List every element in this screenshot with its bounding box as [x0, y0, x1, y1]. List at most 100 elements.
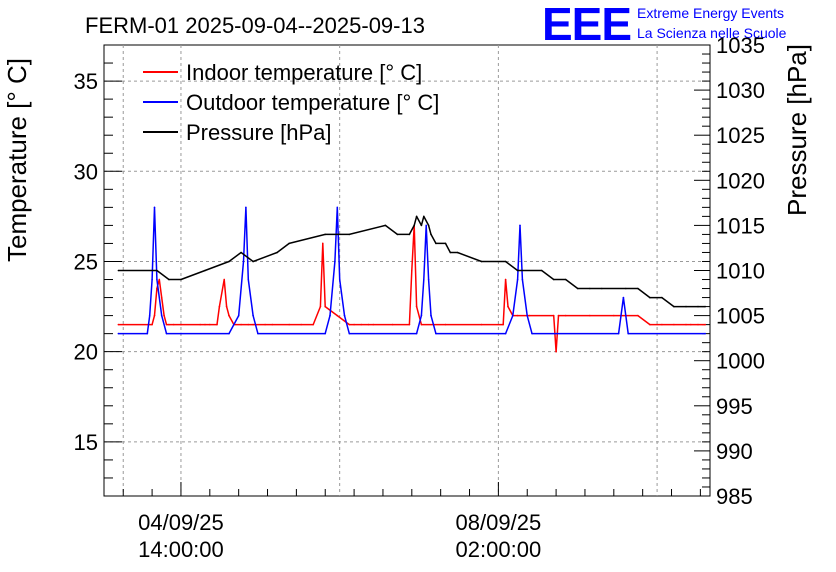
data-point-pressure [413, 224, 416, 227]
right-axis-tick-label: 1005 [716, 304, 765, 329]
data-point-outdoor [245, 206, 247, 209]
data-point-outdoor [516, 278, 519, 281]
data-point-indoor [324, 305, 327, 308]
data-point-outdoor [617, 332, 620, 335]
data-point-outdoor [420, 314, 423, 317]
data-point-indoor [613, 314, 615, 317]
data-point-pressure [430, 233, 432, 236]
right-axis-tick-label: 1000 [716, 349, 765, 374]
data-point-pressure [156, 269, 158, 272]
data-point-pressure [589, 287, 591, 290]
data-point-pressure [420, 224, 423, 227]
data-point-indoor [348, 323, 351, 326]
right-axis-tick-label: 990 [716, 439, 753, 464]
data-point-indoor [240, 323, 242, 326]
data-point-outdoor [435, 332, 437, 335]
data-point-indoor [552, 314, 555, 317]
data-point-indoor [336, 314, 339, 317]
data-point-indoor [180, 323, 182, 326]
time-axis-time-label: 02:00:00 [456, 537, 542, 562]
data-point-pressure [252, 260, 254, 263]
right-axis-tick-label: 1025 [716, 123, 765, 148]
series-layer [117, 206, 706, 353]
data-point-indoor [690, 323, 692, 326]
data-point-pressure [564, 278, 567, 281]
data-point-indoor [444, 323, 447, 326]
data-point-indoor [300, 323, 303, 326]
left-axis-tick-label: 20 [74, 340, 98, 365]
time-axis-date-label: 08/09/25 [456, 510, 542, 535]
data-point-outdoor [423, 278, 425, 281]
data-point-pressure [324, 233, 327, 236]
data-point-pressure [673, 305, 675, 308]
data-point-outdoor [160, 314, 163, 317]
left-axis-tick-label: 35 [74, 69, 98, 94]
chart-title: FERM-01 2025-09-04--2025-09-13 [85, 13, 425, 38]
data-point-indoor [507, 305, 509, 308]
data-point-indoor [225, 305, 228, 308]
data-point-indoor [247, 323, 250, 326]
data-point-outdoor [151, 278, 153, 281]
data-point-outdoor [427, 278, 430, 281]
data-point-outdoor [324, 332, 327, 335]
data-point-outdoor [237, 314, 240, 317]
data-point-indoor [685, 323, 687, 326]
legend-label-pressure: Pressure [hPa] [186, 120, 332, 145]
data-point-indoor [288, 323, 291, 326]
eee-logo: EEE Extreme Energy Events La Scienza nel… [542, 0, 787, 50]
eee-logo-line2: La Scienza nelle Scuole [637, 25, 787, 41]
data-point-outdoor [117, 332, 120, 335]
grid [104, 45, 710, 496]
data-point-pressure [435, 242, 437, 245]
data-point-indoor [480, 323, 483, 326]
data-point-outdoor [704, 332, 706, 335]
data-point-outdoor [153, 206, 156, 209]
data-point-pressure [180, 278, 182, 281]
data-point-pressure [697, 305, 699, 308]
data-point-indoor [271, 323, 274, 326]
data-point-indoor [165, 323, 168, 326]
data-point-indoor [252, 323, 254, 326]
data-point-outdoor [415, 332, 418, 335]
data-point-outdoor [622, 296, 625, 299]
data-point-indoor [160, 296, 163, 299]
right-axis-title: Pressure [hPa] [782, 44, 812, 216]
data-point-indoor [216, 323, 218, 326]
data-point-indoor [117, 323, 120, 326]
data-point-outdoor [526, 314, 528, 317]
right-axis-tick-label: 1030 [716, 78, 765, 103]
data-point-outdoor [336, 206, 339, 209]
series-line-pressure [118, 215, 706, 308]
data-point-indoor [704, 323, 706, 326]
data-point-indoor [661, 323, 663, 326]
eee-logo-mark: EEE [542, 0, 631, 50]
data-point-pressure [427, 224, 430, 227]
data-point-outdoor [228, 332, 230, 335]
data-point-indoor [158, 278, 161, 281]
data-point-pressure [384, 224, 387, 227]
data-point-indoor [408, 323, 411, 326]
data-point-outdoor [521, 278, 524, 281]
data-point-pressure [649, 296, 651, 299]
data-point-outdoor [338, 278, 341, 281]
data-point-outdoor [343, 314, 346, 317]
data-point-indoor [168, 323, 170, 326]
data-point-pressure [348, 233, 351, 236]
data-point-outdoor [531, 332, 533, 335]
right-axis-tick-label: 1015 [716, 213, 765, 238]
data-point-pressure [168, 278, 170, 281]
right-axis: 985 990 995 1000 1005 1010 1015 1020 1025 1030 103… [694, 33, 765, 509]
legend-label-outdoor: Outdoor temperature [° C] [186, 90, 439, 115]
data-point-indoor [353, 323, 355, 326]
data-point-pressure [704, 305, 706, 308]
data-point-indoor [589, 314, 591, 317]
data-point-outdoor [165, 332, 168, 335]
right-axis-tick-label: 985 [716, 484, 753, 509]
data-point-indoor [415, 305, 418, 308]
data-point-indoor [555, 350, 557, 353]
data-point-pressure [601, 287, 603, 290]
legend-label-indoor: Indoor temperature [° C] [186, 60, 422, 85]
data-point-pressure [228, 260, 230, 263]
legend: Indoor temperature [° C] Outdoor tempera… [143, 60, 439, 145]
